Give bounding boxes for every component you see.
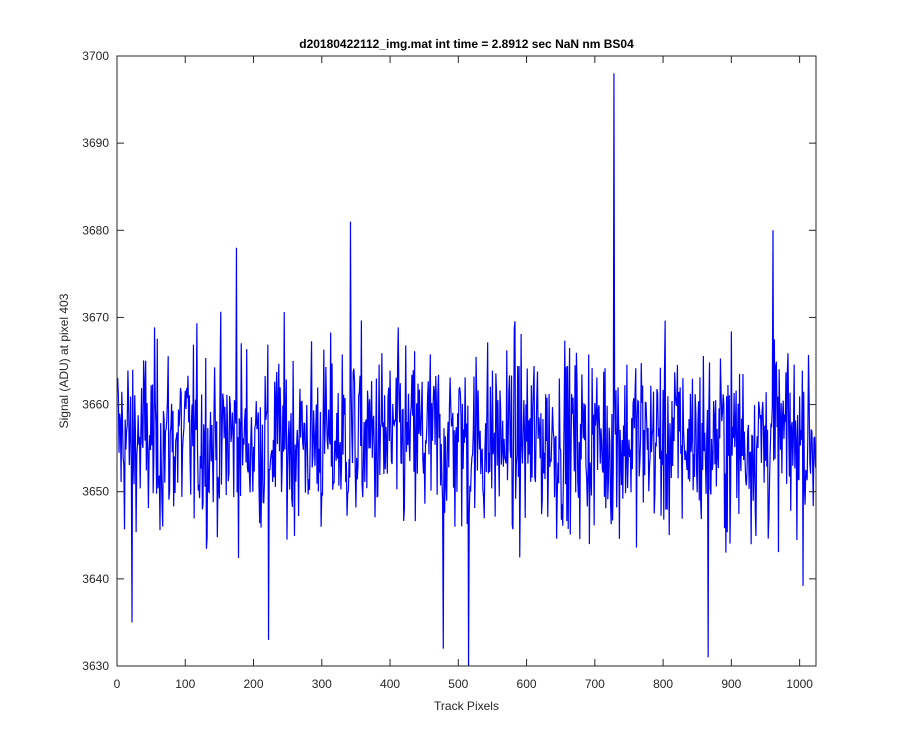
x-tick-label: 400	[380, 677, 400, 691]
x-tick-label: 900	[721, 677, 741, 691]
x-tick-label: 600	[517, 677, 537, 691]
x-tick-label: 200	[244, 677, 264, 691]
x-tick-label: 700	[585, 677, 605, 691]
y-tick-label: 3670	[82, 310, 109, 324]
x-tick-label: 100	[175, 677, 195, 691]
series-layer	[117, 73, 817, 667]
y-tick-label: 3640	[82, 572, 109, 586]
y-tick-label: 3660	[82, 398, 109, 412]
x-axis: 0 100 200 300 400 500 600 700 800 900 1000	[114, 56, 813, 691]
x-tick-label: 1000	[786, 677, 813, 691]
y-tick-label: 3650	[82, 485, 109, 499]
chart-title: d20180422112_img.mat int time = 2.8912 s…	[299, 37, 634, 51]
plot-area	[116, 55, 817, 667]
x-tick-label: 500	[448, 677, 468, 691]
axes-background	[117, 56, 816, 666]
y-tick-label: 3690	[82, 136, 109, 150]
signal-series-line	[117, 73, 817, 667]
y-axis: 3630 3640 3650 3660 3670 3680 3690 3700	[82, 49, 816, 673]
x-tick-label: 800	[653, 677, 673, 691]
y-tick-label: 3680	[82, 223, 109, 237]
y-axis-label: Signal (ADU) at pixel 403	[57, 293, 71, 428]
x-axis-label: Track Pixels	[434, 699, 499, 713]
y-tick-label: 3630	[82, 659, 109, 673]
x-tick-label: 0	[114, 677, 121, 691]
axes-box	[116, 55, 817, 667]
x-tick-label: 300	[312, 677, 332, 691]
y-tick-label: 3700	[82, 49, 109, 63]
